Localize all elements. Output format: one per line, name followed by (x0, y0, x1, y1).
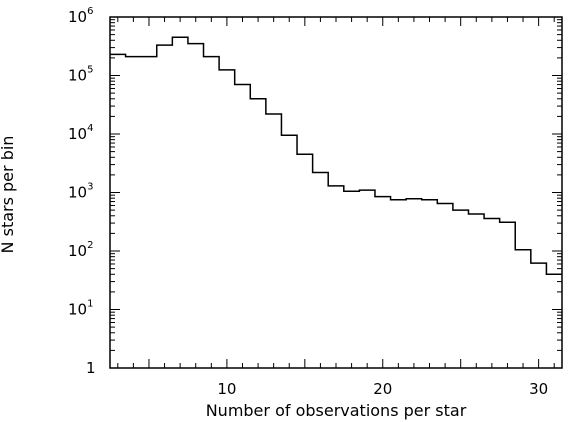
y-tick-label: 1 (86, 359, 96, 377)
y-tick-label: 105 (68, 65, 93, 85)
axis-ticks (110, 16, 562, 369)
histogram-step-line (110, 36, 562, 276)
x-tick-labels: 10 20 30 (217, 380, 548, 398)
y-axis-label: N stars per bin (0, 136, 17, 254)
x-tick-label: 30 (529, 380, 548, 398)
y-tick-label: 104 (68, 123, 93, 143)
y-tick-labels: 1 101 102 103 104 105 106 (68, 6, 96, 377)
y-tick-label: 103 (68, 182, 93, 202)
y-tick-label: 102 (68, 240, 93, 260)
x-tick-label: 20 (373, 380, 392, 398)
x-tick-label: 10 (217, 380, 236, 398)
plot-frame (109, 16, 563, 369)
y-tick-label: 106 (68, 6, 93, 26)
x-axis-label: Number of observations per star (206, 401, 467, 420)
y-tick-label: 101 (68, 299, 93, 319)
